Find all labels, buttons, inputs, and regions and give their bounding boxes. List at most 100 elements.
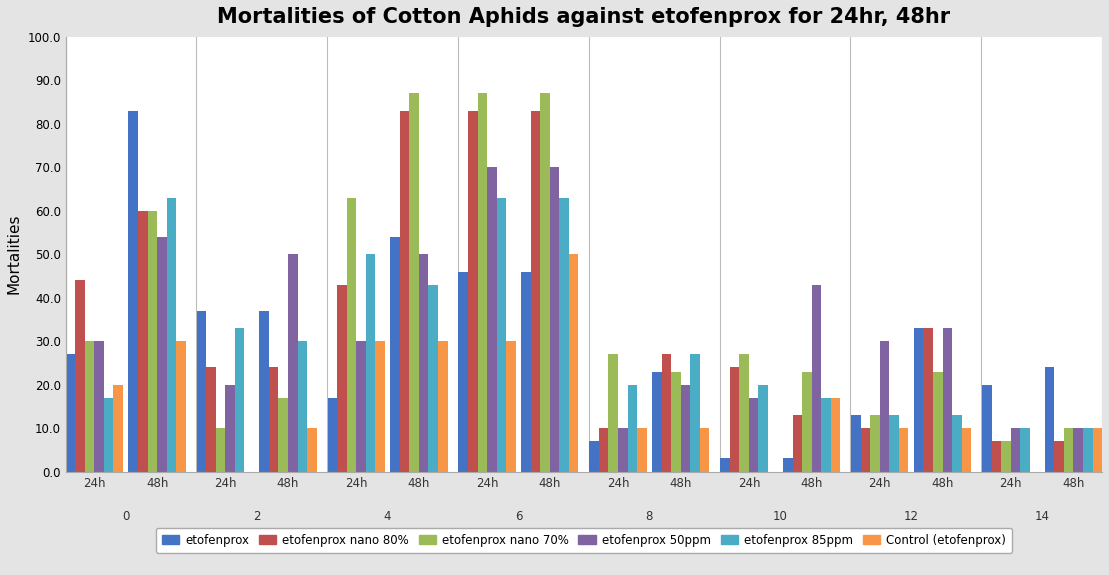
Bar [759, 385, 767, 471]
Bar [400, 111, 409, 472]
Bar [497, 198, 506, 472]
Bar [802, 371, 812, 471]
Text: 6: 6 [515, 511, 522, 523]
Bar [166, 198, 176, 472]
Bar [297, 341, 307, 471]
Bar [740, 354, 749, 472]
Bar [569, 254, 579, 472]
Text: 14: 14 [1035, 511, 1049, 523]
Bar [531, 111, 540, 472]
Bar [307, 428, 317, 472]
Bar [327, 397, 337, 472]
Bar [129, 111, 138, 472]
Text: 10: 10 [773, 511, 787, 523]
Bar [438, 341, 448, 471]
Bar [1020, 428, 1030, 472]
Bar [730, 367, 740, 472]
Bar [589, 441, 599, 472]
Bar [861, 428, 871, 472]
Bar [1001, 441, 1010, 472]
Bar [419, 254, 428, 472]
Bar [468, 111, 478, 472]
Bar [375, 341, 385, 471]
Bar [933, 371, 943, 471]
Bar [113, 385, 123, 471]
Text: 2: 2 [253, 511, 261, 523]
Bar [288, 254, 297, 472]
Bar [540, 93, 550, 472]
Bar [812, 285, 821, 472]
Bar [924, 328, 933, 472]
Bar [899, 428, 908, 472]
Bar [889, 415, 899, 471]
Bar [749, 397, 759, 472]
Bar [138, 210, 147, 471]
Y-axis label: Mortalities: Mortalities [7, 214, 22, 294]
Bar [609, 354, 618, 472]
Bar [1064, 428, 1074, 472]
Text: 12: 12 [904, 511, 918, 523]
Bar [1074, 428, 1083, 472]
Bar [84, 341, 94, 471]
Bar [983, 385, 991, 471]
Bar [662, 354, 671, 472]
Bar [147, 210, 157, 471]
Bar [952, 415, 962, 471]
Bar [390, 237, 400, 472]
Title: Mortalities of Cotton Aphids against etofenprox for 24hr, 48hr: Mortalities of Cotton Aphids against eto… [217, 7, 950, 27]
Bar [94, 341, 104, 471]
Bar [879, 341, 889, 471]
Bar [851, 415, 861, 471]
Bar [157, 237, 166, 472]
Bar [521, 271, 531, 472]
Bar [487, 167, 497, 471]
Bar [991, 441, 1001, 472]
Bar [831, 397, 841, 472]
Bar [366, 254, 375, 472]
Bar [478, 93, 487, 472]
Bar [783, 458, 793, 472]
Bar [559, 198, 569, 472]
Bar [356, 341, 366, 471]
Text: 8: 8 [645, 511, 653, 523]
Bar [637, 428, 647, 472]
Bar [618, 428, 628, 472]
Bar [75, 280, 84, 471]
Bar [65, 354, 75, 472]
Text: 0: 0 [122, 511, 130, 523]
Bar [720, 458, 730, 472]
Bar [428, 285, 438, 472]
Bar [216, 428, 225, 472]
Bar [235, 328, 244, 472]
Bar [550, 167, 559, 471]
Bar [278, 397, 288, 472]
Bar [700, 428, 710, 472]
Bar [671, 371, 681, 471]
Bar [628, 385, 637, 471]
Bar [458, 271, 468, 472]
Text: 4: 4 [384, 511, 391, 523]
Bar [914, 328, 924, 472]
Bar [409, 93, 419, 472]
Legend: etofenprox, etofenprox nano 80%, etofenprox nano 70%, etofenprox 50ppm, etofenpr: etofenprox, etofenprox nano 80%, etofenp… [155, 528, 1013, 553]
Bar [268, 367, 278, 472]
Bar [260, 310, 268, 471]
Bar [104, 397, 113, 472]
Bar [1010, 428, 1020, 472]
Bar [196, 310, 206, 471]
Bar [176, 341, 185, 471]
Bar [1092, 428, 1102, 472]
Bar [871, 415, 879, 471]
Bar [347, 198, 356, 472]
Bar [206, 367, 216, 472]
Bar [943, 328, 952, 472]
Bar [690, 354, 700, 472]
Bar [599, 428, 609, 472]
Bar [1083, 428, 1092, 472]
Bar [821, 397, 831, 472]
Bar [506, 341, 516, 471]
Bar [337, 285, 347, 472]
Bar [652, 371, 662, 471]
Bar [225, 385, 235, 471]
Bar [793, 415, 802, 471]
